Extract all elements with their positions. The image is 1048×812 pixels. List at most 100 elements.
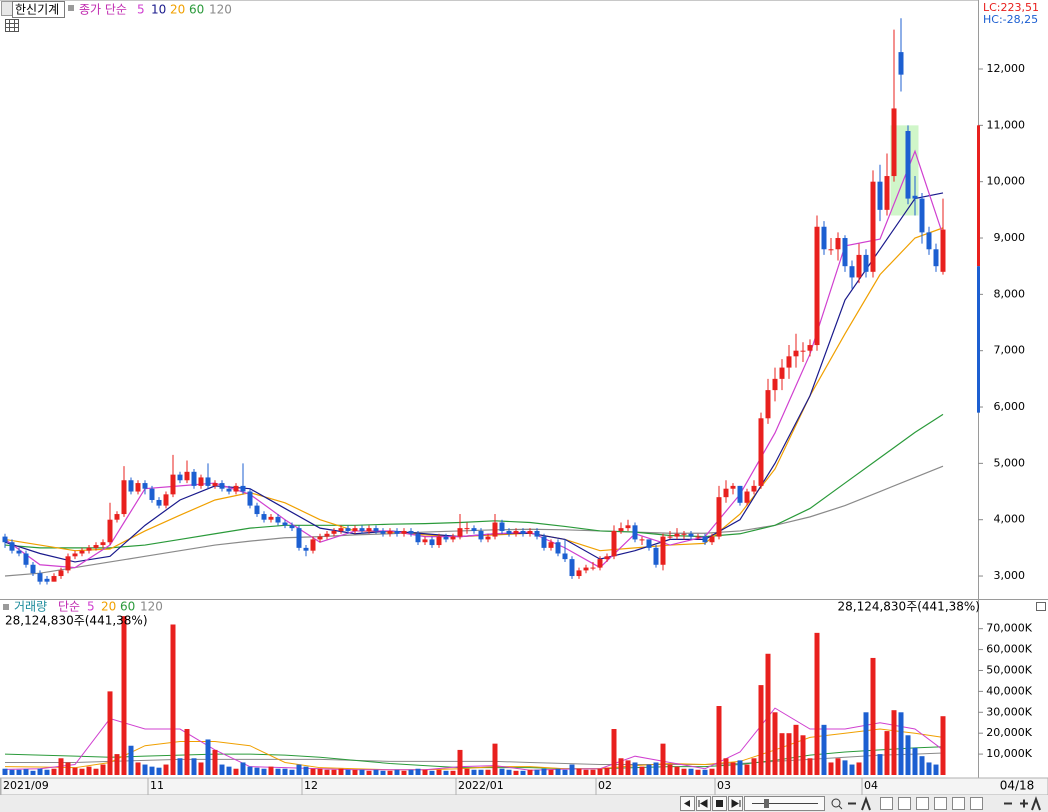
volume-bar <box>37 768 43 775</box>
volume-bar <box>366 770 372 775</box>
candle-body <box>919 198 925 233</box>
volume-bar <box>534 769 540 775</box>
table-icon[interactable] <box>5 19 19 32</box>
candle-body <box>772 378 778 391</box>
volume-ma-label: 단순 <box>58 600 80 614</box>
candle-body <box>163 494 169 506</box>
volume-bar <box>170 624 176 775</box>
candle-body <box>534 530 540 537</box>
candle-body <box>513 530 519 534</box>
panel-button[interactable] <box>1036 602 1046 611</box>
volume-bar <box>198 762 204 775</box>
last-date: 04/18 <box>1000 779 1035 793</box>
legend-entry: 120 <box>209 3 232 17</box>
y-tick-label: 20,000K <box>986 726 1032 739</box>
volume-bar <box>93 768 99 775</box>
title-box[interactable] <box>12 1 65 18</box>
volume-bar <box>940 716 946 775</box>
volume-bar <box>667 764 673 775</box>
volume-bar <box>58 758 64 775</box>
volume-bar <box>688 768 694 775</box>
candle-body <box>324 533 330 537</box>
candle-body <box>898 52 904 75</box>
legend-entry: 20 <box>170 3 185 17</box>
candle-body <box>912 195 918 199</box>
volume-bar <box>702 769 708 775</box>
candle-body <box>135 483 141 492</box>
volume-bar <box>394 769 400 775</box>
x-tick-label: 04 <box>864 779 878 792</box>
volume-bar <box>359 769 365 775</box>
volume-summary: 28,124,830주(441,38%) <box>837 600 980 614</box>
volume-bar <box>849 764 855 775</box>
volume-bar <box>254 767 260 775</box>
candle-body <box>674 533 680 537</box>
volume-bar <box>72 767 78 775</box>
candle-body <box>93 545 99 548</box>
candle-body <box>79 550 85 554</box>
volume-bar <box>450 770 456 775</box>
volume-bar <box>611 729 617 775</box>
volume-bar <box>835 758 841 775</box>
candle-body <box>751 485 757 492</box>
volume-bar <box>86 766 92 775</box>
volume-bar <box>660 743 666 775</box>
x-tick-label: 2021/09 <box>3 779 49 792</box>
volume-bar <box>821 724 827 775</box>
candle-body <box>555 542 561 554</box>
candle-body <box>842 238 848 267</box>
volume-bar <box>828 762 834 775</box>
candle-body <box>639 539 645 541</box>
candle-body <box>114 514 120 520</box>
candle-body <box>58 570 64 577</box>
candle-body <box>940 229 946 272</box>
scroll-buttons[interactable] <box>680 796 1041 811</box>
volume-bar <box>177 758 183 775</box>
candle-body <box>779 367 785 379</box>
range-bar-down <box>977 266 980 413</box>
legend-handle[interactable] <box>3 604 9 610</box>
candle-body <box>450 536 456 540</box>
volume-bar <box>555 768 561 775</box>
candle-body <box>464 528 470 530</box>
candle-body <box>65 556 71 571</box>
volume-bar <box>674 766 680 775</box>
candle-body <box>618 528 624 531</box>
volume-bar <box>744 764 750 775</box>
volume-bar <box>639 766 645 775</box>
candle-body <box>786 356 792 368</box>
volume-bar <box>898 712 904 775</box>
volume-bar <box>478 769 484 775</box>
volume-bar <box>23 769 29 775</box>
candle-body <box>317 536 323 540</box>
volume-bar <box>926 762 932 775</box>
candle-body <box>359 528 365 531</box>
candle-body <box>877 181 883 210</box>
legend-entry: 5 <box>137 3 145 17</box>
candle-body <box>121 480 127 515</box>
candle-body <box>933 249 939 267</box>
volume-bar <box>562 769 568 775</box>
candle-body <box>926 232 932 250</box>
legend-handle[interactable] <box>68 5 74 11</box>
candle-body <box>632 525 638 540</box>
candle-body <box>100 542 106 546</box>
ma-label: 종가 단순 <box>79 3 127 17</box>
y-tick-label: 60,000K <box>986 643 1032 656</box>
candle-body <box>499 522 505 531</box>
volume-bar <box>261 768 267 775</box>
candle-body <box>849 266 855 278</box>
y-tick-label: 5,000 <box>994 456 1026 469</box>
candle-body <box>569 559 575 577</box>
y-tick-label: 8,000 <box>994 287 1026 300</box>
title-handle[interactable] <box>1 1 13 16</box>
volume-bar <box>128 745 134 775</box>
candle-body <box>268 516 274 520</box>
chart-title[interactable]: 한신기계 <box>15 3 59 17</box>
volume-bar <box>443 770 449 775</box>
volume-bar <box>758 685 764 775</box>
candle-body <box>506 530 512 534</box>
volume-bar <box>779 733 785 775</box>
volume-bar <box>877 754 883 775</box>
candle-body <box>338 528 344 531</box>
